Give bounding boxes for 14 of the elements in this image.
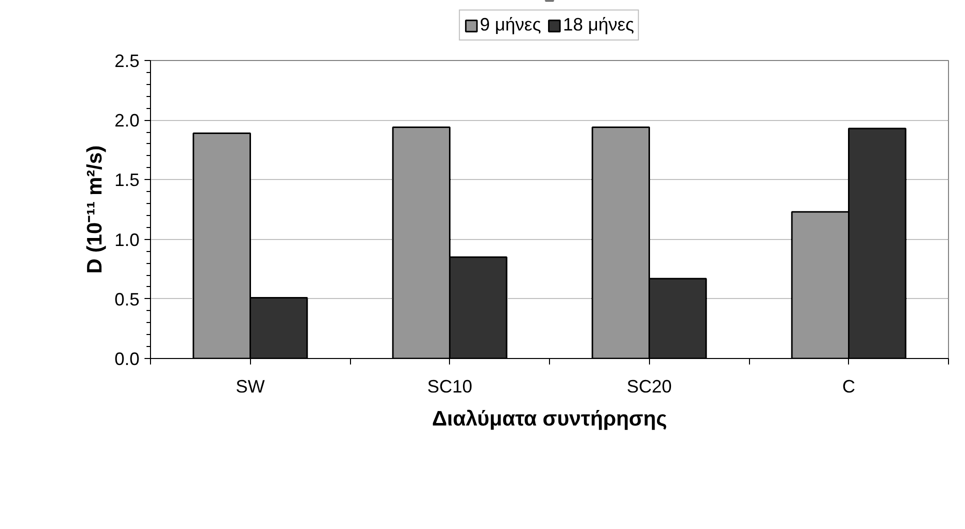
x-tick-label: SC20 — [626, 376, 672, 396]
y-tick-label: 1.5 — [114, 170, 140, 190]
x-tick-label: SW — [236, 376, 265, 396]
x-axis-title: Διαλύματα συντήρησης — [432, 408, 668, 430]
y-tick-label: 1.0 — [114, 230, 140, 250]
x-tick-label: C — [842, 376, 856, 396]
y-tick-label: 2.0 — [114, 110, 140, 131]
y-tick-label: 2.5 — [114, 51, 140, 71]
y-tick-label: 0.0 — [114, 349, 140, 369]
legend-label: 9 μήνες — [480, 14, 541, 36]
x-tick-label: SC10 — [427, 376, 472, 396]
y-axis-title: D (10⁻¹¹ m²/s) — [83, 145, 106, 274]
legend-label: 18 μήνες — [562, 14, 634, 36]
y-tick-label: 0.5 — [114, 289, 140, 310]
